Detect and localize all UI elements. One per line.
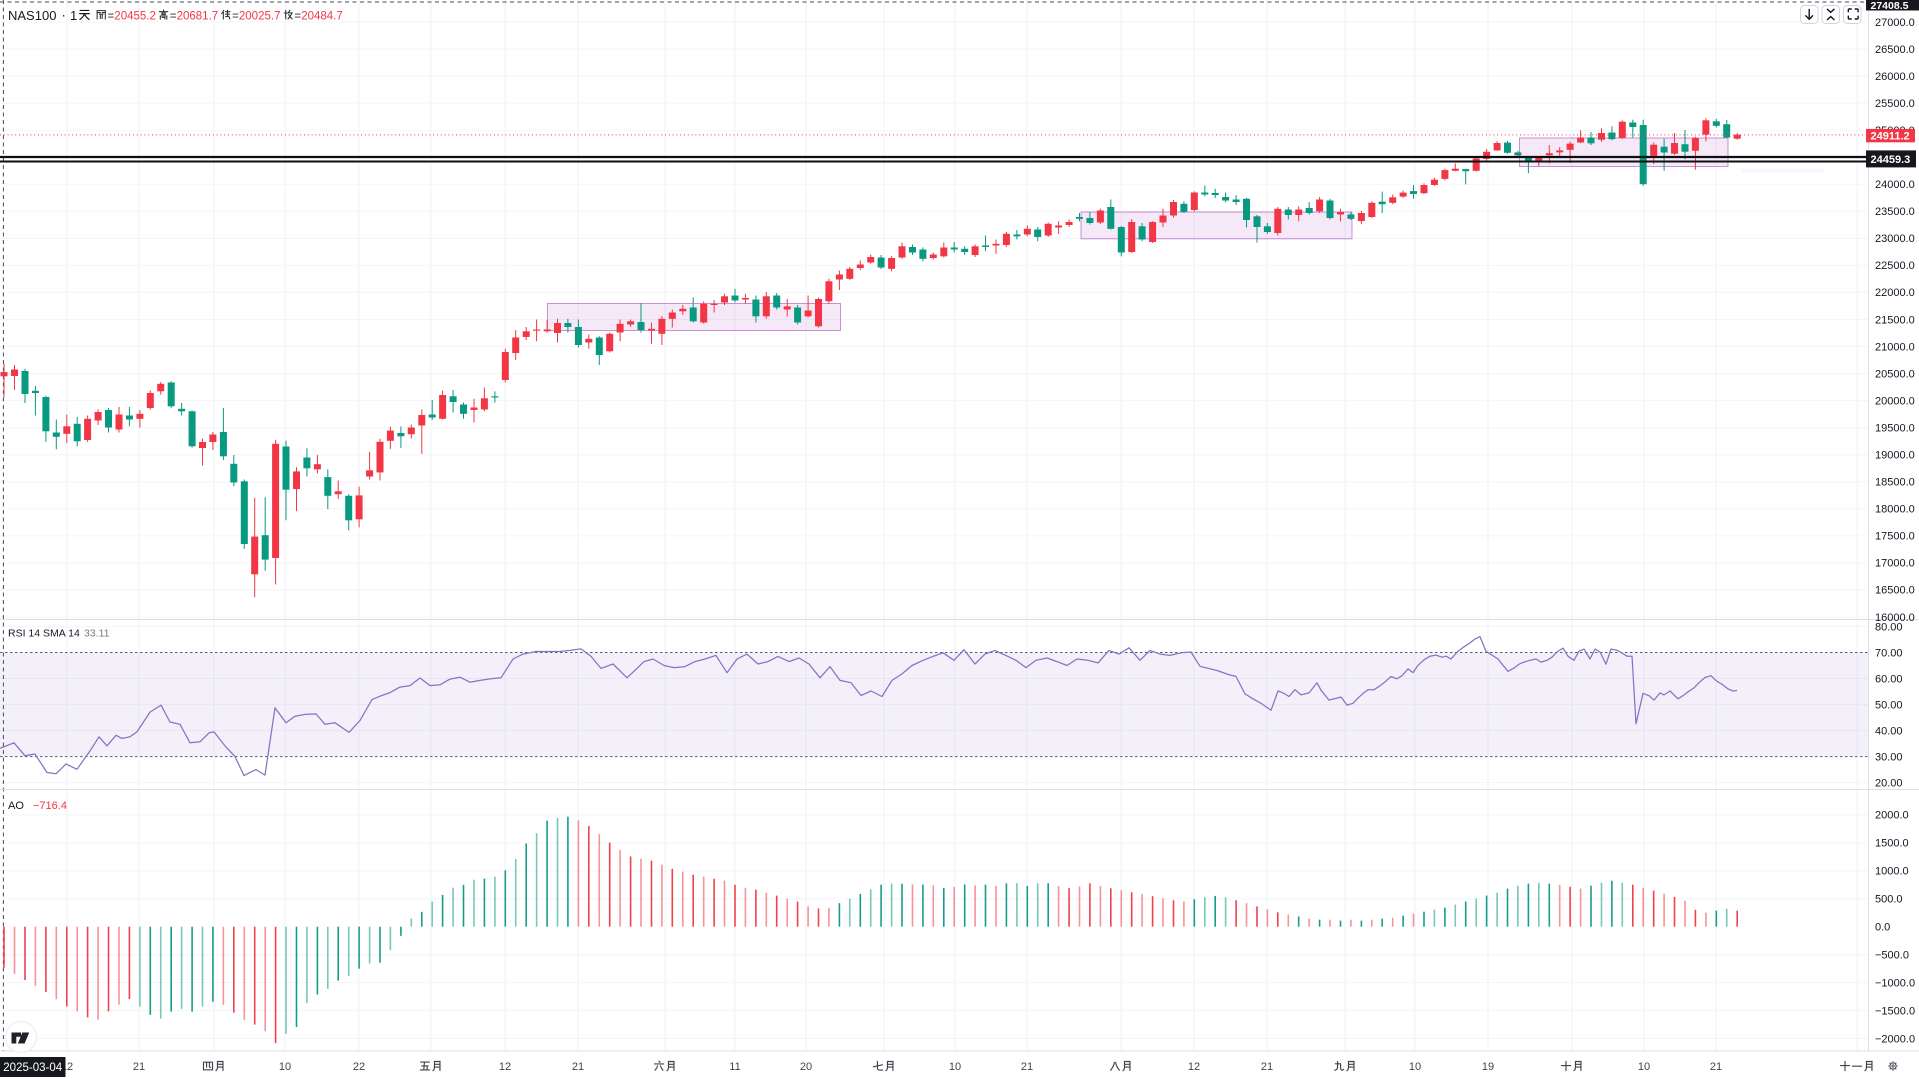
svg-text:17000.0: 17000.0 xyxy=(1875,558,1915,570)
svg-text:=: = xyxy=(170,11,177,23)
svg-text:=: = xyxy=(232,11,239,23)
svg-text:−1500.0: −1500.0 xyxy=(1875,1005,1915,1017)
svg-text:10: 10 xyxy=(1409,1061,1421,1073)
svg-text:0.0: 0.0 xyxy=(1875,922,1890,934)
svg-text:19: 19 xyxy=(1482,1061,1494,1073)
svg-text:21500.0: 21500.0 xyxy=(1875,314,1915,326)
svg-text:18500.0: 18500.0 xyxy=(1875,477,1915,489)
svg-text:−1000.0: −1000.0 xyxy=(1875,977,1915,989)
svg-text:1500.0: 1500.0 xyxy=(1875,838,1909,850)
svg-text:16000.0: 16000.0 xyxy=(1875,612,1915,624)
svg-text:19000.0: 19000.0 xyxy=(1875,450,1915,462)
svg-text:24000.0: 24000.0 xyxy=(1875,179,1915,191)
svg-text:21: 21 xyxy=(1710,1061,1722,1073)
svg-text:−2000.0: −2000.0 xyxy=(1875,1033,1915,1045)
svg-text:12: 12 xyxy=(1188,1061,1200,1073)
svg-text:27000.0: 27000.0 xyxy=(1875,17,1915,29)
svg-text:25500.0: 25500.0 xyxy=(1875,98,1915,110)
svg-text:26000.0: 26000.0 xyxy=(1875,71,1915,83)
svg-text:18000.0: 18000.0 xyxy=(1875,504,1915,516)
svg-text:20681.7: 20681.7 xyxy=(177,11,219,23)
svg-text:RSI 14 SMA 14: RSI 14 SMA 14 xyxy=(8,628,80,640)
svg-text:21: 21 xyxy=(133,1061,145,1073)
svg-text:10: 10 xyxy=(279,1061,291,1073)
svg-text:22500.0: 22500.0 xyxy=(1875,260,1915,272)
svg-text:·: · xyxy=(62,8,66,23)
svg-text:17500.0: 17500.0 xyxy=(1875,531,1915,543)
svg-text:1: 1 xyxy=(70,8,77,23)
svg-text:21000.0: 21000.0 xyxy=(1875,341,1915,353)
svg-text:27408.5: 27408.5 xyxy=(1871,0,1909,12)
svg-text:10: 10 xyxy=(1638,1061,1650,1073)
svg-text:500.0: 500.0 xyxy=(1875,894,1903,906)
svg-text:−716.4: −716.4 xyxy=(33,800,67,812)
svg-text:=: = xyxy=(294,11,301,23)
svg-text:19500.0: 19500.0 xyxy=(1875,423,1915,435)
svg-text:80.00: 80.00 xyxy=(1875,621,1903,633)
svg-text:21: 21 xyxy=(572,1061,584,1073)
svg-text:2000.0: 2000.0 xyxy=(1875,810,1909,822)
svg-text:40.00: 40.00 xyxy=(1875,725,1903,737)
svg-text:21: 21 xyxy=(1261,1061,1273,1073)
svg-text:23000.0: 23000.0 xyxy=(1875,233,1915,245)
svg-text:70.00: 70.00 xyxy=(1875,647,1903,659)
svg-text:21: 21 xyxy=(1021,1061,1033,1073)
svg-text:10: 10 xyxy=(949,1061,961,1073)
svg-text:23500.0: 23500.0 xyxy=(1875,206,1915,218)
svg-text:24459.3: 24459.3 xyxy=(1871,154,1911,166)
svg-text:24911.2: 24911.2 xyxy=(1871,130,1910,142)
svg-text:20: 20 xyxy=(800,1061,812,1073)
svg-text:26500.0: 26500.0 xyxy=(1875,44,1915,56)
svg-text:22000.0: 22000.0 xyxy=(1875,287,1915,299)
svg-text:11: 11 xyxy=(729,1061,740,1073)
svg-text:20455.2: 20455.2 xyxy=(114,11,156,23)
svg-text:=: = xyxy=(108,11,115,23)
svg-text:33.11: 33.11 xyxy=(84,628,110,640)
svg-text:22: 22 xyxy=(353,1061,365,1073)
svg-text:AO: AO xyxy=(8,800,24,812)
svg-text:20025.7: 20025.7 xyxy=(239,11,281,23)
svg-text:2025-03-04: 2025-03-04 xyxy=(3,1062,62,1074)
svg-text:20000.0: 20000.0 xyxy=(1875,395,1915,407)
svg-text:NAS100: NAS100 xyxy=(8,8,56,23)
svg-text:12: 12 xyxy=(499,1061,511,1073)
svg-text:20500.0: 20500.0 xyxy=(1875,368,1915,380)
svg-text:60.00: 60.00 xyxy=(1875,673,1903,685)
svg-text:−500.0: −500.0 xyxy=(1875,950,1909,962)
svg-text:20.00: 20.00 xyxy=(1875,777,1903,789)
svg-text:20484.7: 20484.7 xyxy=(301,11,343,23)
svg-text:1000.0: 1000.0 xyxy=(1875,866,1909,878)
svg-text:30.00: 30.00 xyxy=(1875,751,1903,763)
svg-text:50.00: 50.00 xyxy=(1875,699,1903,711)
svg-text:16500.0: 16500.0 xyxy=(1875,585,1915,597)
